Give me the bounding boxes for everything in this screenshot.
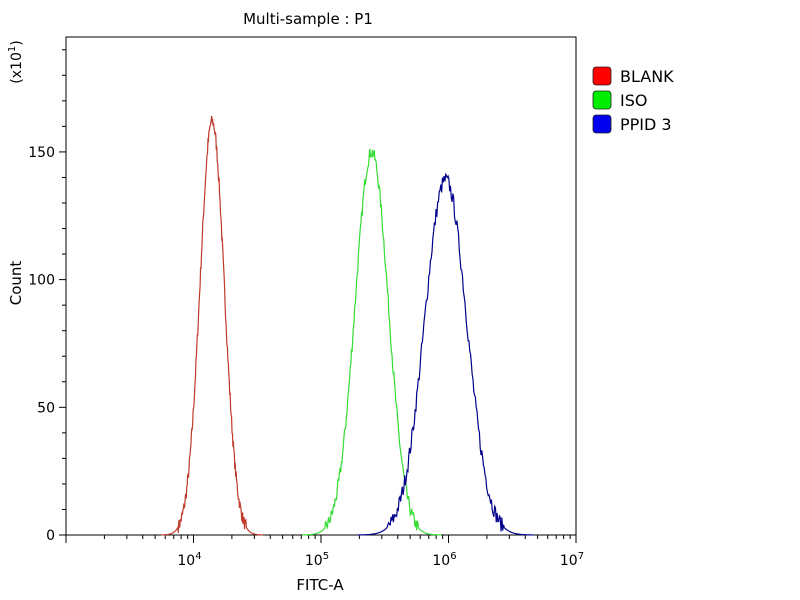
x-tick-label: 105	[305, 551, 329, 569]
x-tick-label: 107	[560, 551, 584, 569]
x-axis-label: FITC-A	[296, 576, 344, 594]
x-tick-label: 106	[432, 551, 456, 569]
legend-swatch	[592, 90, 612, 110]
axis-ticks: 0 50 100 150 104 105 106 107	[28, 49, 584, 569]
x-tick-label: 104	[177, 551, 201, 569]
legend-label: PPID 3	[620, 115, 672, 134]
y-multiplier-label: (x101)	[7, 40, 25, 83]
legend-swatch	[592, 114, 612, 134]
y-tick-label: 0	[46, 528, 55, 544]
series-group	[161, 115, 535, 536]
series-line-0	[161, 115, 264, 536]
legend-swatch	[592, 66, 612, 86]
plot-frame	[65, 36, 577, 536]
series-line-1	[302, 148, 442, 536]
chart-title: Multi-sample : P1	[243, 10, 373, 28]
series-line-2	[357, 172, 535, 536]
y-tick-label: 50	[37, 400, 55, 416]
legend-label: ISO	[620, 91, 647, 110]
y-axis-label: Count	[7, 261, 25, 306]
y-tick-label: 100	[28, 273, 55, 289]
legend-label: BLANK	[620, 67, 674, 86]
y-tick-label: 150	[28, 145, 55, 161]
legend: BLANK ISO PPID 3	[592, 66, 674, 134]
